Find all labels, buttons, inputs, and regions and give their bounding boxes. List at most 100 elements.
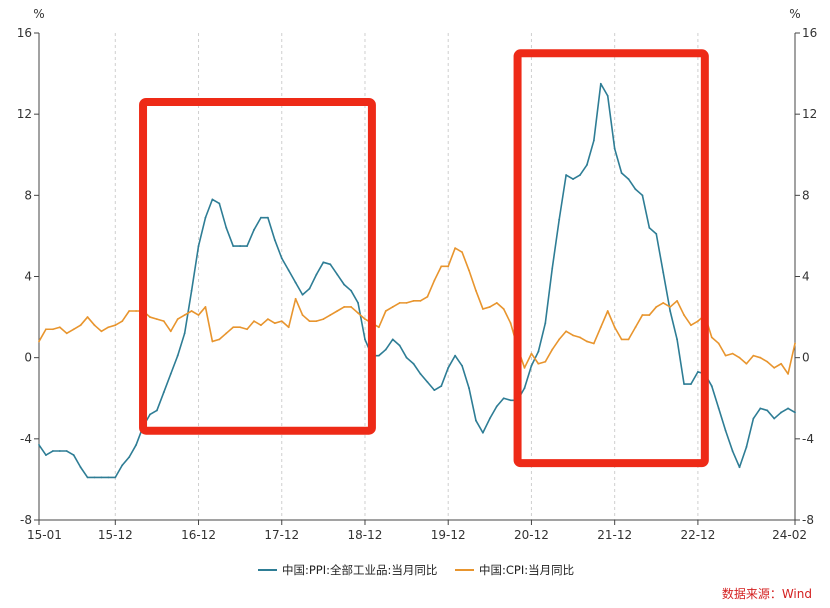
data-point-ppi bbox=[509, 399, 512, 402]
data-point-cpi bbox=[655, 306, 658, 308]
data-point-cpi bbox=[197, 314, 200, 316]
data-point-cpi bbox=[592, 342, 595, 345]
data-point-cpi bbox=[301, 314, 304, 316]
data-point-ppi bbox=[253, 228, 255, 231]
x-tick-label: 24-02 bbox=[772, 528, 807, 542]
data-point-ppi bbox=[475, 419, 477, 422]
data-point-cpi bbox=[738, 356, 741, 359]
data-point-ppi bbox=[634, 188, 637, 191]
data-point-cpi bbox=[239, 326, 242, 329]
data-point-ppi bbox=[683, 383, 685, 385]
data-point-cpi bbox=[38, 340, 40, 343]
data-point-cpi bbox=[495, 301, 498, 304]
legend-label-cpi: 中国:CPI:当月同比 bbox=[479, 563, 574, 577]
data-point-cpi bbox=[690, 324, 692, 327]
gridlines bbox=[38, 33, 796, 520]
data-point-cpi bbox=[211, 340, 214, 343]
x-tick-label: 22-12 bbox=[680, 528, 715, 542]
data-point-cpi bbox=[676, 299, 678, 302]
data-point-ppi bbox=[72, 454, 75, 456]
right-unit-label: % bbox=[789, 7, 800, 21]
data-point-cpi bbox=[426, 295, 429, 298]
data-point-cpi bbox=[343, 306, 346, 308]
data-point-cpi bbox=[447, 265, 450, 268]
data-point-cpi bbox=[260, 324, 262, 327]
data-point-ppi bbox=[690, 383, 692, 385]
x-tick-label: 19-12 bbox=[431, 528, 466, 542]
data-point-ppi bbox=[405, 356, 408, 359]
data-point-ppi bbox=[454, 354, 457, 357]
data-point-cpi bbox=[149, 316, 151, 318]
data-point-ppi bbox=[759, 407, 762, 410]
data-point-ppi bbox=[523, 387, 526, 390]
data-point-ppi bbox=[502, 397, 505, 400]
data-point-ppi bbox=[128, 456, 131, 458]
data-point-cpi bbox=[253, 320, 255, 323]
data-point-ppi bbox=[308, 287, 311, 290]
y-tick-label-right: 8 bbox=[802, 188, 810, 202]
data-point-cpi bbox=[169, 330, 172, 333]
data-point-cpi bbox=[481, 308, 484, 310]
data-point-cpi bbox=[579, 336, 581, 339]
data-point-cpi bbox=[246, 328, 248, 331]
data-point-ppi bbox=[447, 366, 450, 369]
y-tick-label-left: 4 bbox=[24, 270, 32, 284]
y-tick-label-right: 4 bbox=[802, 270, 810, 284]
x-tick-label: 20-12 bbox=[514, 528, 549, 542]
data-point-cpi bbox=[752, 354, 755, 357]
x-tick-label: 21-12 bbox=[597, 528, 632, 542]
data-point-cpi bbox=[620, 338, 623, 341]
data-point-ppi bbox=[114, 476, 117, 479]
data-point-cpi bbox=[218, 338, 221, 341]
data-point-cpi bbox=[572, 334, 574, 337]
data-point-ppi bbox=[246, 245, 248, 247]
data-point-ppi bbox=[384, 348, 387, 351]
data-point-cpi bbox=[454, 247, 457, 249]
data-point-cpi bbox=[551, 348, 554, 351]
data-point-cpi bbox=[440, 265, 443, 268]
data-point-cpi bbox=[72, 328, 75, 331]
highlight-boxes bbox=[139, 49, 709, 468]
data-point-cpi bbox=[398, 301, 401, 304]
data-point-cpi bbox=[648, 314, 651, 316]
data-point-ppi bbox=[93, 476, 96, 479]
data-point-cpi bbox=[405, 301, 408, 304]
data-point-cpi bbox=[787, 373, 789, 375]
data-point-cpi bbox=[377, 326, 380, 329]
data-point-ppi bbox=[121, 464, 124, 467]
data-point-ppi bbox=[315, 273, 318, 276]
data-point-cpi bbox=[461, 251, 463, 254]
data-point-cpi bbox=[135, 310, 138, 312]
data-point-cpi bbox=[766, 360, 769, 363]
data-point-cpi bbox=[475, 289, 477, 292]
y-tick-label-left: -8 bbox=[20, 513, 32, 527]
data-point-ppi bbox=[287, 269, 290, 272]
data-point-ppi bbox=[488, 417, 491, 420]
data-point-cpi bbox=[468, 269, 470, 272]
data-point-cpi bbox=[731, 352, 734, 355]
data-point-cpi bbox=[530, 352, 533, 355]
data-point-cpi bbox=[273, 322, 276, 325]
data-point-ppi bbox=[440, 385, 443, 387]
data-point-cpi bbox=[58, 326, 61, 329]
data-point-ppi bbox=[766, 409, 769, 412]
x-tick-label: 17-12 bbox=[264, 528, 299, 542]
data-point-cpi bbox=[176, 318, 179, 321]
data-point-ppi bbox=[780, 411, 783, 414]
data-point-ppi bbox=[377, 354, 380, 357]
data-point-ppi bbox=[211, 198, 214, 201]
data-point-ppi bbox=[190, 289, 193, 292]
data-point-cpi bbox=[51, 328, 54, 331]
data-point-cpi bbox=[537, 362, 540, 365]
data-point-cpi bbox=[65, 332, 68, 335]
data-point-ppi bbox=[558, 218, 561, 221]
y-tick-label-right: 12 bbox=[802, 107, 817, 121]
data-point-ppi bbox=[655, 232, 658, 235]
data-point-ppi bbox=[329, 263, 332, 266]
data-point-cpi bbox=[780, 362, 783, 365]
x-tick-label: 16-12 bbox=[181, 528, 216, 542]
data-point-ppi bbox=[773, 417, 776, 420]
data-point-ppi bbox=[156, 409, 158, 412]
